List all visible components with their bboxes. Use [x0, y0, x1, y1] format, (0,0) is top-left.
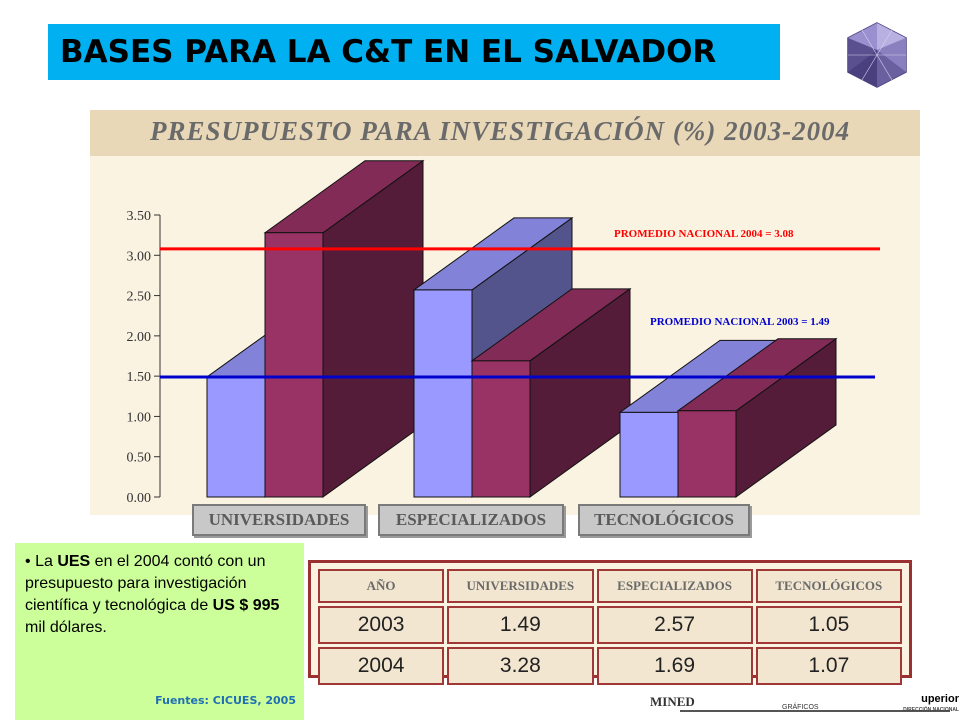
table-header-row: AÑO UNIVERSIDADES ESPECIALIZADOS TECNOLÓ…	[318, 569, 902, 603]
table-cell: 2004	[318, 647, 445, 685]
superior-logo-text: uperior	[921, 693, 959, 705]
superior-logo-sub: DIRECCIÓN NACIONAL	[903, 707, 959, 713]
bar-2004-2-front	[677, 410, 737, 498]
note-bold-ues: UES	[57, 553, 91, 570]
slide-title: BASES PARA LA C&T EN EL SALVADOR	[48, 24, 780, 80]
superior-logo: uperior DIRECCIÓN NACIONAL	[903, 694, 959, 716]
bar-2003-1-front	[413, 289, 473, 498]
table-header-cell: AÑO	[318, 569, 445, 603]
source-citation: Fuentes: CICUES, 2005	[155, 694, 296, 707]
note-text-3: mil dólares.	[25, 619, 107, 636]
bar-2003-2-front	[619, 411, 679, 498]
table-cell: 2003	[318, 606, 445, 644]
reference-line-label: PROMEDIO NACIONAL 2004 = 3.08	[614, 228, 794, 240]
note-text-2: en el 2004 contó con un presupuesto para…	[25, 553, 266, 614]
bar-2004-0-front	[264, 232, 324, 498]
mined-logo: MINED	[650, 694, 695, 709]
table-cell: 2.57	[596, 606, 753, 644]
y-tick-label: 3.00	[127, 249, 152, 264]
table-header-cell: UNIVERSIDADES	[447, 569, 594, 603]
table-cell: 1.05	[755, 606, 902, 644]
y-tick-label: 2.50	[127, 290, 152, 305]
y-tick-label: 0.00	[127, 491, 152, 506]
footer-divider	[680, 710, 950, 712]
budget-table-frame: AÑO UNIVERSIDADES ESPECIALIZADOS TECNOLÓ…	[308, 560, 912, 685]
bar-2003-0-front	[206, 376, 266, 498]
y-tick-label: 2.00	[127, 330, 152, 345]
table-row: 2004 3.28 1.69 1.07	[318, 647, 902, 685]
y-tick-label: 1.50	[127, 370, 152, 385]
category-label-especializados: ESPECIALIZADOS	[378, 504, 564, 536]
y-tick-label: 0.50	[127, 451, 152, 466]
table-header-cell: ESPECIALIZADOS	[596, 569, 753, 603]
crystal-gem-icon	[847, 22, 907, 88]
chart-title: PRESUPUESTO PARA INVESTIGACIÓN (%) 2003-…	[150, 116, 851, 146]
budget-table: AÑO UNIVERSIDADES ESPECIALIZADOS TECNOLÓ…	[315, 566, 905, 688]
table-header-cell: TECNOLÓGICOS	[755, 569, 902, 603]
category-label-tecnologicos: TECNOLÓGICOS	[578, 504, 750, 536]
y-tick-label: 3.50	[127, 209, 152, 224]
note-text-1: La	[35, 553, 58, 570]
table-cell: 3.28	[447, 647, 594, 685]
table-cell: 1.07	[755, 647, 902, 685]
table-row: 2003 1.49 2.57 1.05	[318, 606, 902, 644]
note-box: • La UES en el 2004 contó con un presupu…	[15, 543, 304, 720]
table-cell: 1.69	[596, 647, 753, 685]
note-bold-amount: US $ 995	[212, 597, 280, 614]
bar-2004-1-front	[471, 360, 531, 498]
reference-line-label: PROMEDIO NACIONAL 2003 = 1.49	[650, 316, 830, 328]
slide-title-text: BASES PARA LA C&T EN EL SALVADOR	[60, 34, 717, 70]
table-cell: 1.49	[447, 606, 594, 644]
note-bullet: •	[25, 553, 31, 570]
graficos-logo: GRÁFICOS	[782, 704, 819, 711]
y-tick-label: 1.00	[127, 410, 152, 425]
category-label-universidades: UNIVERSIDADES	[192, 504, 366, 536]
chart-header-band	[90, 110, 920, 156]
